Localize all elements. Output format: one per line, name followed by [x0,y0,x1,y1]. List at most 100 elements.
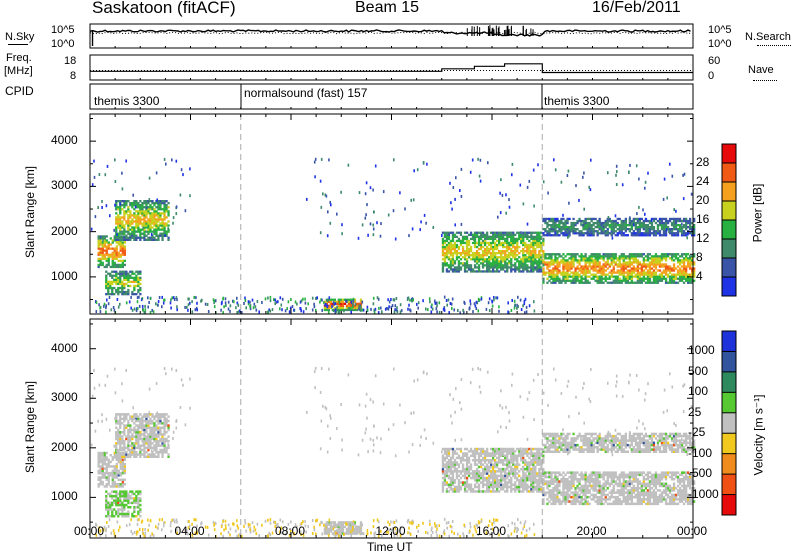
power-cell [455,243,459,247]
power-cell [486,233,489,236]
power-cell [687,259,690,262]
power-cell [373,308,375,312]
power-cell [576,273,579,276]
power-cell [123,202,126,205]
power-cell [357,302,361,305]
power-cell [345,298,349,301]
power-cell [594,265,597,268]
velocity-cell [500,461,503,464]
power-cell [572,277,575,280]
velocity-cell [127,499,130,502]
velocity-cell [121,458,124,461]
power-cell [693,273,696,276]
power-cell [451,235,455,238]
velocity-cell [500,488,503,491]
power-cell [327,308,330,312]
power-cell [628,271,631,274]
power-cell [590,219,593,223]
power-cell [622,265,625,268]
power-cell [119,255,122,258]
power-cell [522,202,525,206]
velocity-cell [129,415,132,418]
velocity-cell [147,444,150,447]
power-cell [502,233,505,236]
power-cell [536,260,539,263]
velocity-cell [111,490,114,493]
power-cell [121,243,124,246]
velocity-cell [473,459,477,462]
power-cell [673,208,675,212]
power-cell [502,256,505,259]
velocity-cell [490,483,493,486]
velocity-cell [504,485,507,489]
velocity-cell [469,465,473,469]
power-cell [646,265,650,268]
power-cell [131,293,134,296]
velocity-cell [447,447,451,451]
power-cell [670,232,674,235]
power-cell [685,277,688,280]
velocity-cell [492,463,495,466]
power-cell [127,276,130,279]
power-cell [564,228,567,231]
power-cell [139,220,142,223]
power-cell [604,263,607,266]
power-cell [135,234,138,237]
power-cell [107,257,110,260]
velocity-cell [101,465,104,468]
power-cell [261,301,263,304]
velocity-cell [161,442,164,445]
velocity-cell [133,510,136,513]
power-cell [123,230,126,233]
power-cell [658,265,662,268]
power-cell [147,224,150,227]
power-cell [616,228,619,231]
power-cell [109,214,111,218]
power-cell [584,279,587,282]
power-cell [352,302,354,306]
power-cell [514,239,517,243]
velocity-cell [111,501,114,505]
velocity-cell [477,447,481,451]
power-cell [343,308,347,312]
power-cell [678,269,682,272]
power-cell [281,308,283,312]
power-cell [632,230,635,233]
power-cell [572,259,575,262]
velocity-cell [441,485,445,489]
velocity-cell [99,456,102,459]
power-cell [572,261,575,264]
power-cell [111,282,114,286]
velocity-cell [329,527,332,531]
power-cell [449,231,453,234]
velocity-cell [147,446,150,450]
power-cell [528,250,531,253]
power-cell [524,241,527,245]
velocity-cell [161,448,164,452]
velocity-cell [477,474,481,478]
power-cell [646,227,648,231]
power-cell [600,228,603,231]
power-cell [137,276,140,279]
power-cell [453,243,457,247]
velocity-cell [165,448,168,452]
power-cell [514,233,517,236]
velocity-cell [119,492,122,496]
velocity-cell [117,508,120,511]
power-cell [584,271,587,274]
velocity-cell [465,461,469,464]
power-cell [652,261,656,264]
power-cell [638,234,641,237]
power-cell [532,250,535,253]
power-cell [522,262,525,265]
power-cell [453,252,457,255]
power-cell [566,226,569,229]
power-cell [630,253,633,256]
power-cell [508,262,511,265]
power-cell [510,266,513,269]
power-cell [156,198,158,202]
power-cell [540,256,543,259]
power-cell [626,234,629,237]
power-cell [157,214,160,217]
power-cell [615,183,618,186]
